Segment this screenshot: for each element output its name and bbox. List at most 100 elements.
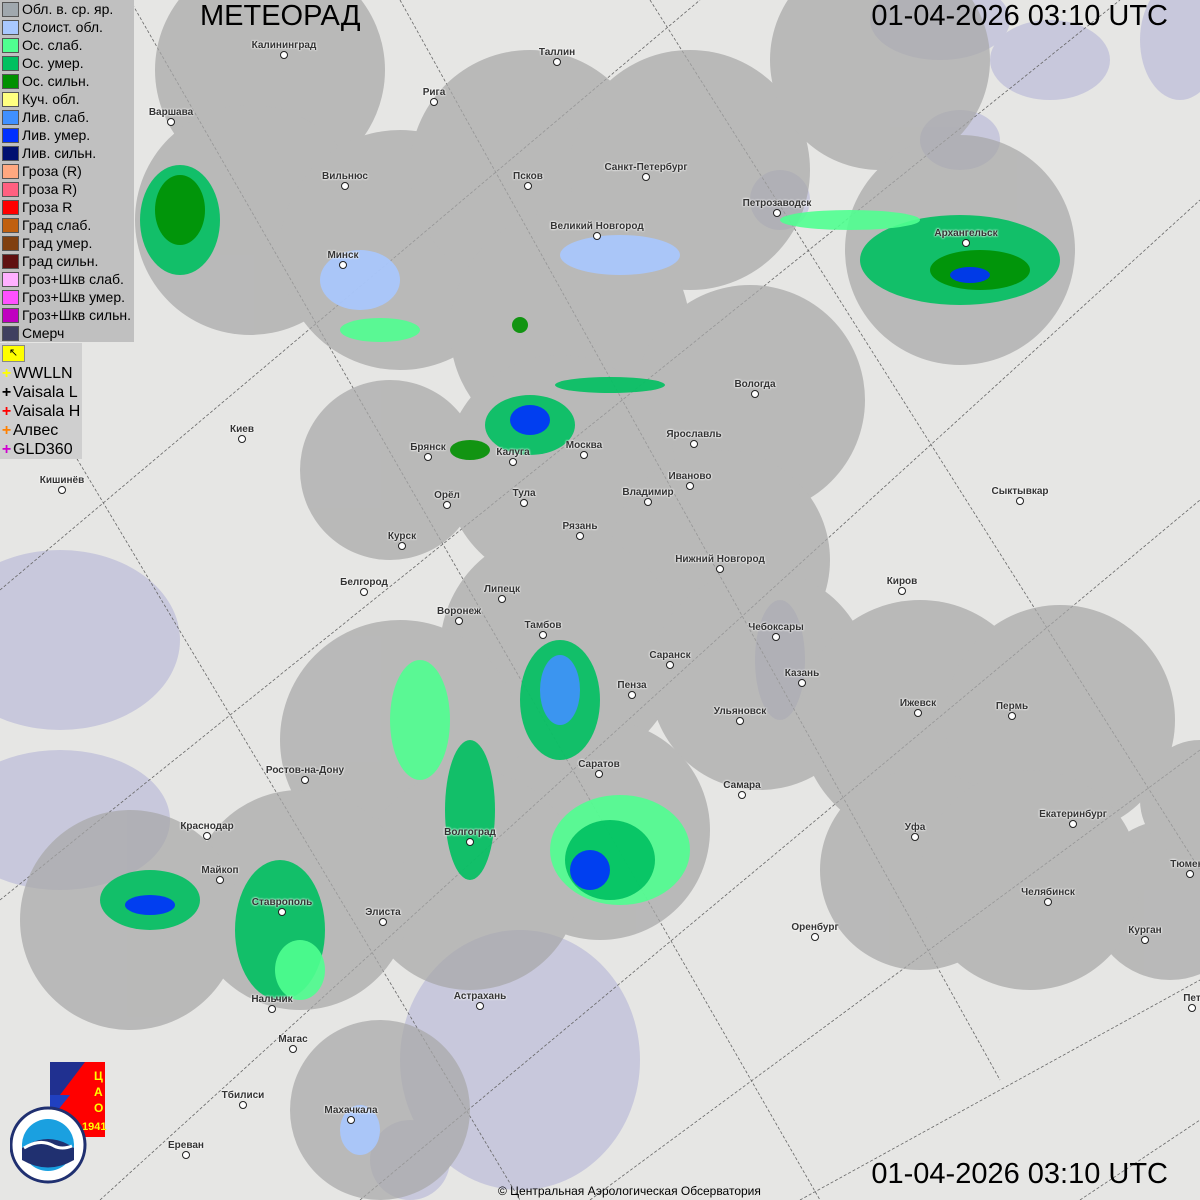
city-label: Тбилиси	[221, 1090, 265, 1101]
city-marker	[914, 709, 922, 717]
legend-swatch	[2, 109, 19, 125]
legend-label: Гроз+Шкв слаб.	[22, 271, 124, 287]
cross-icon: +	[1, 421, 12, 439]
legend-item: Обл. в. ср. яр.	[0, 0, 134, 18]
legend-swatch	[2, 19, 19, 35]
cross-icon: +	[1, 383, 12, 401]
city-marker	[347, 1116, 355, 1124]
legend-item: Град сильн.	[0, 252, 134, 270]
city-label: Сыктывкар	[991, 486, 1049, 497]
city-marker	[1016, 497, 1024, 505]
city-marker	[301, 776, 309, 784]
city-label: Нижний Новгород	[675, 554, 765, 565]
city-marker	[553, 58, 561, 66]
city-marker	[360, 588, 368, 596]
city-label: Пенза	[617, 680, 647, 691]
water-body	[1140, 0, 1200, 100]
radar-coverage-circle	[1140, 740, 1200, 860]
legend-swatch	[2, 253, 19, 269]
legend-label: Ос. сильн.	[22, 73, 90, 89]
legend-swatch	[2, 235, 19, 251]
lightning-legend-label: Vaisala L	[13, 383, 78, 401]
radar-coverage-circle	[770, 0, 990, 170]
legend-item: Гроз+Шкв слаб.	[0, 270, 134, 288]
city-label: Саранск	[649, 650, 691, 661]
city-label: Казань	[784, 668, 820, 679]
city-marker	[379, 918, 387, 926]
city-marker	[666, 661, 674, 669]
legend-item: Лив. умер.	[0, 126, 134, 144]
city-label: Санкт-Петербург	[604, 162, 688, 173]
city-label: Оренбург	[791, 922, 839, 933]
lightning-legend-item: + Алвес	[0, 421, 82, 440]
city-label: Краснодар	[180, 821, 234, 832]
city-label: Нальчик	[251, 994, 293, 1005]
city-marker	[773, 209, 781, 217]
city-marker	[736, 717, 744, 725]
city-marker	[1141, 936, 1149, 944]
legend-label: Град слаб.	[22, 217, 92, 233]
legend-swatch	[2, 127, 19, 143]
city-marker	[798, 679, 806, 687]
city-label: Великий Новгород	[550, 221, 644, 232]
city-label: Волгоград	[444, 827, 496, 838]
precipitation-echo	[275, 940, 325, 1000]
legend-swatch	[2, 325, 19, 341]
city-label: Самара	[723, 780, 761, 791]
legend-item: Град слаб.	[0, 216, 134, 234]
city-label: Орёл	[434, 490, 460, 501]
city-label: Иваново	[668, 471, 712, 482]
city-label: Москва	[565, 440, 603, 451]
page-title: МЕТЕОРАД	[200, 0, 361, 32]
precipitation-echo	[445, 740, 495, 880]
city-label: Рязань	[562, 521, 598, 532]
city-marker	[1044, 898, 1052, 906]
precipitation-echo	[512, 317, 528, 333]
city-marker	[628, 691, 636, 699]
city-marker	[1008, 712, 1016, 720]
city-marker	[203, 832, 211, 840]
city-marker	[539, 631, 547, 639]
legend-item: Град умер.	[0, 234, 134, 252]
city-label: Рига	[422, 87, 446, 98]
cross-icon: +	[1, 364, 12, 382]
svg-text:1941: 1941	[82, 1121, 106, 1133]
city-marker	[644, 498, 652, 506]
legend-label: Ос. умер.	[22, 55, 84, 71]
city-label: Астрахань	[453, 991, 507, 1002]
legend-label: Гроза (R)	[22, 163, 82, 179]
lightning-legend-label: WWLLN	[13, 364, 73, 382]
city-label: Варшава	[148, 107, 194, 118]
lightning-legend-item: + Vaisala H	[0, 402, 82, 421]
city-marker	[1188, 1004, 1196, 1012]
legend-swatch	[2, 145, 19, 161]
legend-label: Куч. обл.	[22, 91, 80, 107]
city-marker	[498, 595, 506, 603]
legend-item: Гроз+Шкв сильн.	[0, 306, 134, 324]
city-label: Майкоп	[201, 865, 239, 876]
city-label: Ростов-на-Дону	[265, 765, 345, 776]
lightning-legend-item: + GLD360	[0, 440, 82, 459]
lightning-legend-label: GLD360	[13, 440, 73, 458]
legend-item: Ос. умер.	[0, 54, 134, 72]
legend-item: Лив. слаб.	[0, 108, 134, 126]
city-marker	[580, 451, 588, 459]
city-marker	[466, 838, 474, 846]
legend-label: Обл. в. ср. яр.	[22, 1, 114, 17]
legend-label: Гроза R)	[22, 181, 78, 197]
legend-label: Гроз+Шкв сильн.	[22, 307, 131, 323]
city-marker	[182, 1151, 190, 1159]
city-label: Екатеринбург	[1039, 809, 1107, 820]
precipitation-echo	[340, 318, 420, 342]
city-marker	[509, 458, 517, 466]
precipitation-echo	[950, 267, 990, 283]
legend-swatch	[2, 271, 19, 287]
grid-line	[0, 329, 521, 1200]
grid-line	[1079, 1119, 1200, 1200]
legend-item: Куч. обл.	[0, 90, 134, 108]
city-label: Пермь	[995, 701, 1029, 712]
city-label: Брянск	[410, 442, 446, 453]
legend-item: Гроза R)	[0, 180, 134, 198]
arrow-flag-icon[interactable]: ↖	[2, 345, 25, 362]
